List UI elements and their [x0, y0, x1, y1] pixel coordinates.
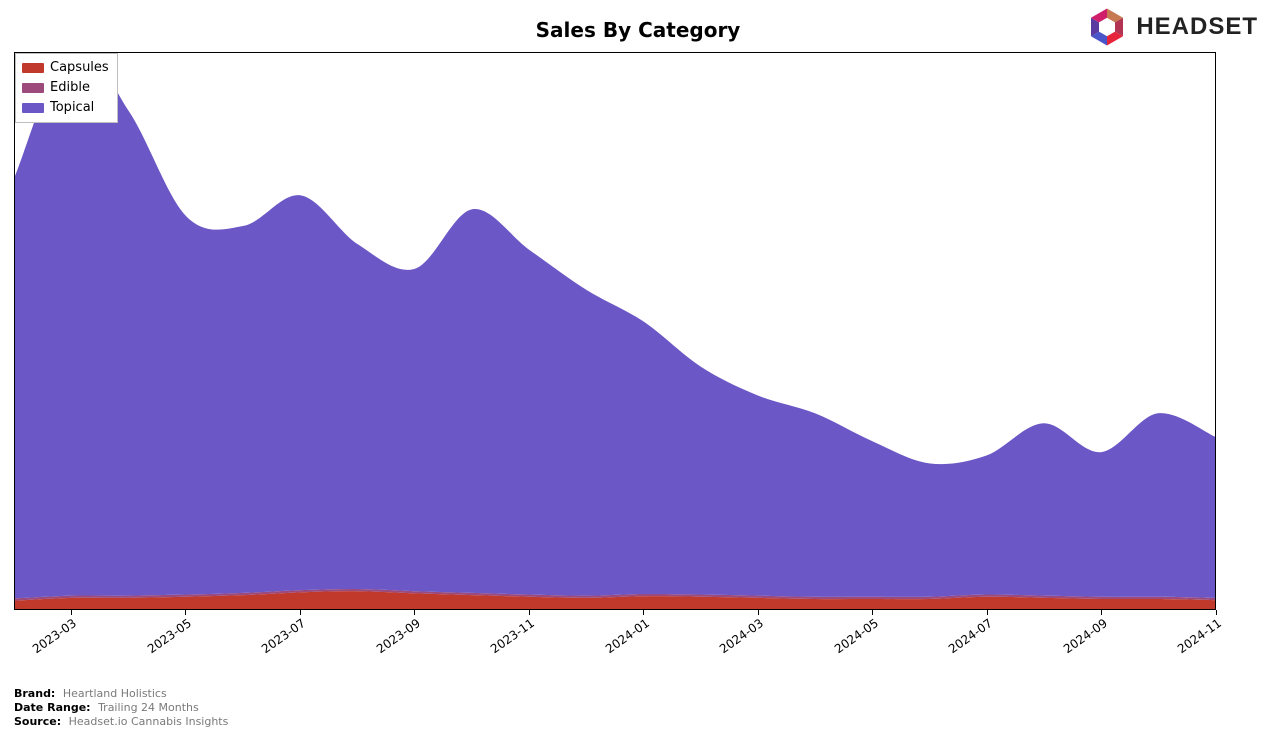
- area-topical: [15, 53, 1215, 598]
- x-tick-label: 2024-11: [1175, 616, 1224, 656]
- footer-source-label: Source:: [14, 715, 61, 728]
- legend-item-capsules: Capsules: [22, 58, 109, 78]
- x-tick-mark: [414, 610, 415, 615]
- legend-swatch: [22, 103, 44, 113]
- brand-logo: HEADSET: [1086, 6, 1258, 48]
- footer-range-label: Date Range:: [14, 701, 91, 714]
- x-tick-label: 2023-11: [488, 616, 537, 656]
- x-tick-label: 2024-05: [831, 616, 880, 656]
- plot-area: CapsulesEdibleTopical: [14, 52, 1216, 610]
- x-tick-mark: [872, 610, 873, 615]
- footer-brand-value: Heartland Holistics: [63, 687, 167, 700]
- footer-source: Source: Headset.io Cannabis Insights: [14, 715, 228, 728]
- footer-range-value: Trailing 24 Months: [98, 701, 199, 714]
- logo-text: HEADSET: [1136, 13, 1258, 41]
- legend-label: Edible: [50, 78, 90, 98]
- x-tick-mark: [758, 610, 759, 615]
- footer-brand: Brand: Heartland Holistics: [14, 687, 167, 700]
- footer-source-value: Headset.io Cannabis Insights: [69, 715, 229, 728]
- x-tick-label: 2023-03: [30, 616, 79, 656]
- x-tick-mark: [529, 610, 530, 615]
- x-tick-mark: [1216, 610, 1217, 615]
- chart-title: Sales By Category: [0, 18, 1276, 42]
- x-tick-label: 2023-05: [145, 616, 194, 656]
- x-tick-label: 2023-09: [374, 616, 423, 656]
- x-tick-label: 2024-03: [717, 616, 766, 656]
- x-tick-mark: [987, 610, 988, 615]
- legend-swatch: [22, 83, 44, 93]
- x-tick-label: 2023-07: [259, 616, 308, 656]
- legend: CapsulesEdibleTopical: [15, 53, 118, 123]
- x-tick-mark: [300, 610, 301, 615]
- x-tick-mark: [71, 610, 72, 615]
- x-tick-label: 2024-09: [1060, 616, 1109, 656]
- x-tick-label: 2024-07: [946, 616, 995, 656]
- legend-label: Topical: [50, 98, 94, 118]
- legend-item-edible: Edible: [22, 78, 109, 98]
- legend-label: Capsules: [50, 58, 109, 78]
- x-tick-mark: [185, 610, 186, 615]
- x-tick-mark: [1101, 610, 1102, 615]
- x-tick-mark: [643, 610, 644, 615]
- x-tick-label: 2024-01: [603, 616, 652, 656]
- footer-brand-label: Brand:: [14, 687, 55, 700]
- legend-swatch: [22, 63, 44, 73]
- headset-logo-icon: [1086, 6, 1128, 48]
- footer-date-range: Date Range: Trailing 24 Months: [14, 701, 199, 714]
- legend-item-topical: Topical: [22, 98, 109, 118]
